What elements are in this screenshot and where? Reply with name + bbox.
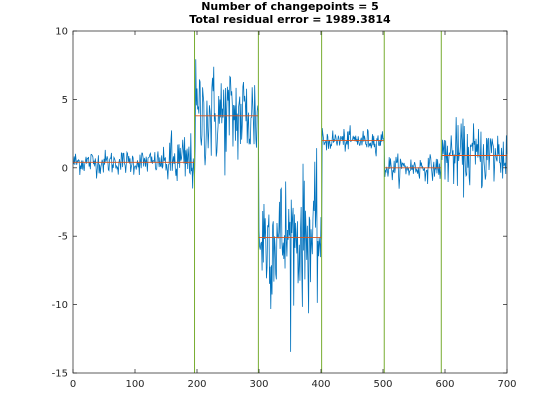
x-tick-label: 400 bbox=[311, 379, 330, 390]
x-tick-label: 600 bbox=[435, 379, 454, 390]
chart-title-line-1: Number of changepoints = 5 bbox=[201, 0, 379, 13]
x-tick-label: 700 bbox=[497, 379, 516, 390]
chart-title-line-2: Total residual error = 1989.3814 bbox=[189, 13, 391, 26]
x-tick-label: 0 bbox=[70, 379, 76, 390]
plot-background bbox=[73, 31, 507, 373]
axes-box bbox=[72, 30, 508, 374]
x-tick-label: 500 bbox=[373, 379, 392, 390]
y-tick-label: 10 bbox=[55, 27, 68, 38]
axes: 0 100 200 300 400 500 600 700 -15 -10 -5 0 5 10 bbox=[52, 27, 517, 391]
x-tick-label: 300 bbox=[249, 379, 268, 390]
y-tick-label: -5 bbox=[58, 232, 68, 243]
y-tick-label: 5 bbox=[62, 95, 68, 106]
y-tick-label: 0 bbox=[62, 163, 68, 174]
x-tick-label: 100 bbox=[125, 379, 144, 390]
plot-area bbox=[73, 31, 507, 373]
y-tick-label: -15 bbox=[52, 369, 68, 380]
x-tick-label: 200 bbox=[187, 379, 206, 390]
y-tick-label: -10 bbox=[52, 300, 68, 311]
segment-means bbox=[73, 115, 507, 239]
signal-series bbox=[73, 59, 508, 352]
signal-line bbox=[73, 59, 508, 352]
changepoint-lines bbox=[194, 31, 442, 373]
